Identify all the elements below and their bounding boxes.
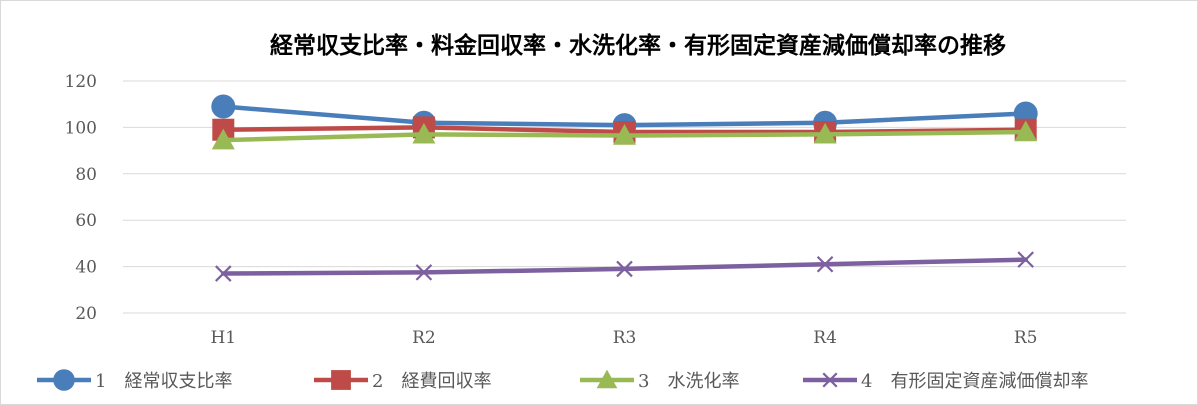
- legend-item: 4 有形固定資産減価償却率: [803, 371, 1088, 392]
- legend-marker: [53, 369, 75, 391]
- y-tick-label: 20: [75, 304, 97, 324]
- series-group: [211, 94, 1038, 282]
- data-point: [616, 260, 633, 278]
- legend-label: 4 有形固定資産減価償却率: [861, 371, 1088, 392]
- data-point: [813, 122, 837, 144]
- y-tick-label: 80: [75, 165, 97, 185]
- data-point: [211, 128, 235, 150]
- chart-title: 経常収支比率・料金回収率・水洗化率・有形固定資産減価償却率の推移: [270, 32, 1006, 59]
- data-point: [412, 122, 436, 144]
- y-tick-label: 120: [65, 72, 97, 92]
- legend-marker: [596, 369, 618, 389]
- y-tick-label: 60: [75, 211, 97, 231]
- data-point: [816, 256, 834, 273]
- x-tick-label: R2: [412, 328, 436, 348]
- data-point: [211, 94, 236, 119]
- legend-marker: [822, 372, 838, 388]
- data-point: [1014, 120, 1038, 142]
- data-point: [1017, 251, 1034, 268]
- x-axis-ticks: H1 R2 R3 R4 R5: [210, 328, 1037, 348]
- legend-marker: [331, 370, 351, 390]
- legend: 1 経常収支比率 2 経費回収率 3 水洗化率 4 有形固定資産減価償却率: [37, 369, 1088, 392]
- x-tick-label: R4: [813, 328, 837, 348]
- y-tick-label: 100: [65, 118, 97, 138]
- y-axis-ticks: 20 40 60 80 100 120: [65, 72, 97, 324]
- data-point: [215, 265, 232, 282]
- x-tick-label: H1: [210, 328, 236, 348]
- series-triangle: [211, 120, 1038, 150]
- legend-label: 3 水洗化率: [638, 371, 739, 392]
- x-tick-label: R3: [613, 328, 637, 348]
- y-tick-label: 40: [75, 258, 97, 278]
- legend-item: 3 水洗化率: [580, 369, 739, 392]
- data-point: [613, 124, 636, 145]
- legend-label: 2 経費回収率: [372, 371, 491, 392]
- x-tick-label: R5: [1014, 328, 1038, 348]
- series-x: [215, 251, 1034, 282]
- legend-label: 1 経常収支比率: [95, 371, 232, 392]
- legend-item: 2 経費回収率: [314, 370, 491, 392]
- legend-item: 1 経常収支比率: [37, 369, 232, 392]
- data-point: [415, 264, 433, 281]
